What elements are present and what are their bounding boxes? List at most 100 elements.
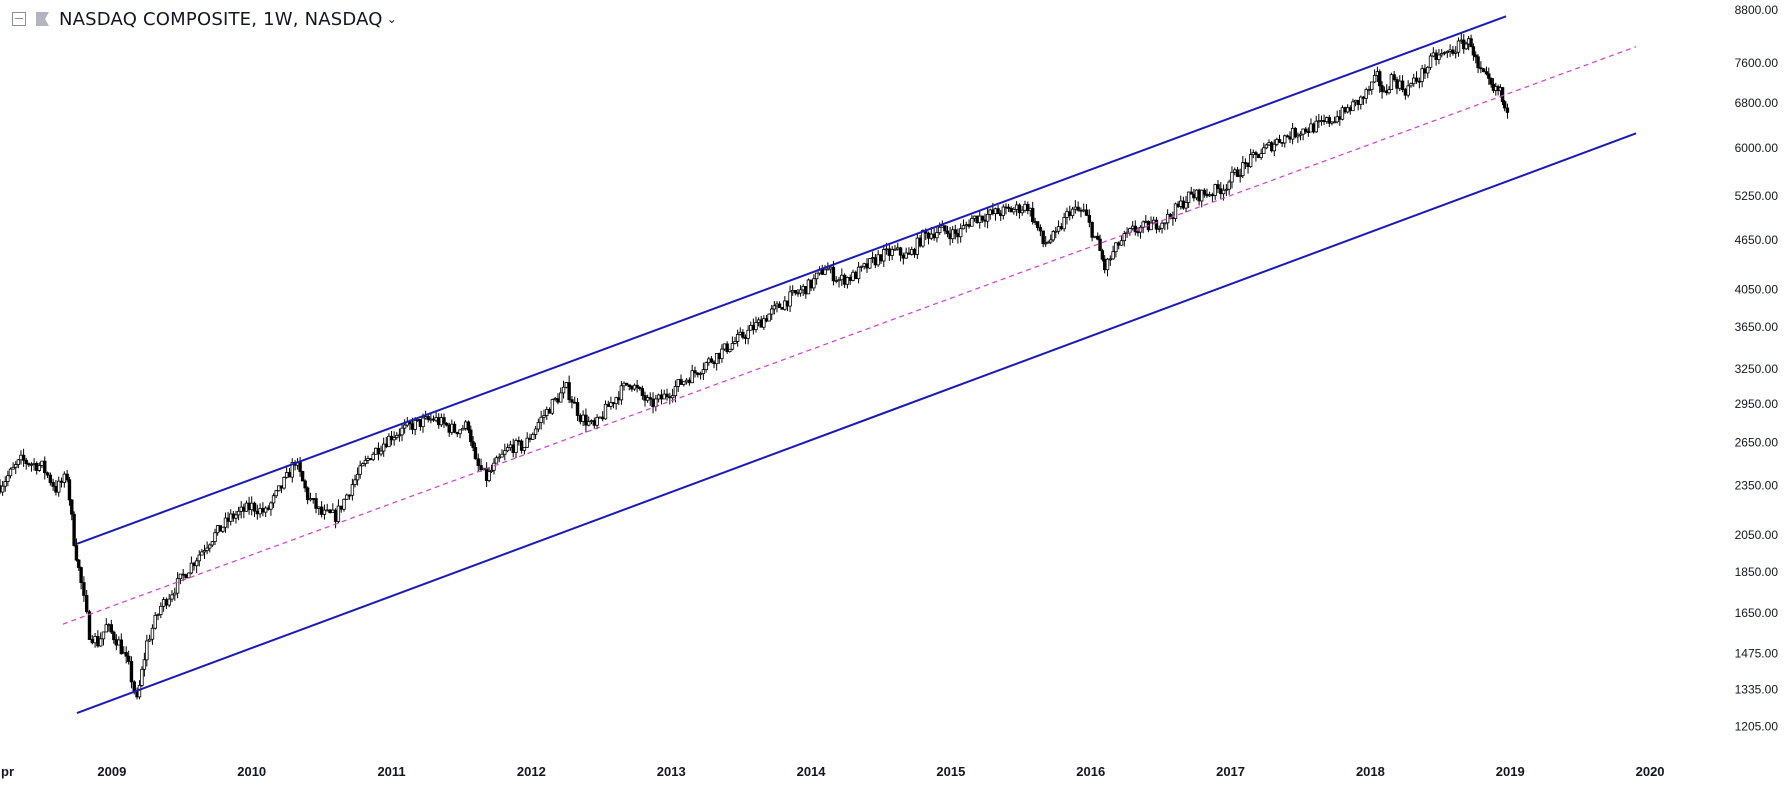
chart-header: NASDAQ COMPOSITE, 1W, NASDAQ ⌄	[12, 6, 397, 32]
candle-body	[690, 370, 694, 384]
candle-body	[11, 466, 15, 470]
candle-body	[862, 263, 866, 267]
candle-body	[269, 502, 273, 510]
candle-body	[1116, 242, 1121, 246]
candle-body	[1345, 107, 1350, 113]
candle-body	[187, 572, 191, 579]
candle-body	[975, 215, 979, 223]
candle-body	[698, 373, 703, 376]
candle-body	[561, 386, 566, 394]
candle-body	[1227, 181, 1231, 190]
candle-body	[1243, 162, 1248, 164]
candle-body	[1186, 191, 1191, 203]
candle-body	[898, 247, 903, 256]
y-axis[interactable]: 8800.00 7600.00 6800.00 6000.00 5250.00 4650.…	[1735, 3, 1779, 733]
candle-body	[374, 447, 378, 455]
candle-body	[1160, 222, 1164, 229]
channel-lower-line[interactable]	[76, 132, 1637, 715]
candle-body	[305, 487, 310, 501]
candle-body	[953, 229, 957, 234]
candle-body	[1367, 89, 1371, 92]
candle-body	[638, 387, 642, 389]
candle-body	[200, 551, 204, 556]
y-tick-label: 2950.00	[1735, 397, 1779, 411]
x-tick-label: 2017	[1216, 764, 1245, 779]
candle-body	[429, 418, 433, 421]
chevron-down-icon[interactable]: ⌄	[386, 12, 397, 26]
symbol-title[interactable]: NASDAQ COMPOSITE, 1W, NASDAQ	[59, 8, 383, 30]
candle-body	[1256, 154, 1261, 159]
candle-body	[159, 605, 163, 615]
candle-body	[627, 384, 631, 387]
candle-body	[252, 502, 257, 512]
candle-body	[704, 362, 708, 370]
candle-body	[1046, 241, 1050, 244]
x-tick-label: 2019	[1496, 764, 1525, 779]
candle-body	[328, 509, 332, 514]
candle-body	[539, 416, 543, 423]
candle-body	[645, 397, 650, 401]
candle-body	[322, 509, 327, 515]
candle-body	[1020, 209, 1024, 214]
candle-body	[1389, 74, 1394, 91]
candle-body	[1082, 209, 1086, 212]
candle-body	[1343, 107, 1347, 113]
candle-body	[277, 485, 281, 492]
candle-body	[1293, 127, 1297, 138]
candle-body	[170, 594, 174, 600]
candle-body	[1361, 96, 1366, 99]
candle-body	[218, 525, 222, 532]
candle-body	[1285, 135, 1290, 138]
candle-body	[1254, 152, 1258, 155]
candle-body	[1325, 117, 1329, 123]
candle-body	[489, 469, 494, 473]
candle-body	[508, 444, 513, 449]
candle-body	[733, 341, 737, 344]
candle-body	[567, 382, 571, 401]
candle-body	[1100, 250, 1105, 260]
candle-body	[479, 465, 483, 471]
candle-body	[654, 398, 658, 408]
candle-body	[45, 472, 50, 476]
candle-body	[1264, 144, 1269, 149]
candle-body	[274, 490, 278, 497]
candle-body	[1189, 191, 1193, 195]
candle-body	[413, 419, 417, 430]
channel-upper-line[interactable]	[76, 15, 1507, 545]
candle-body	[1335, 116, 1339, 123]
candle-body	[714, 353, 719, 365]
candle-body	[720, 348, 724, 360]
candle-body	[142, 659, 147, 670]
x-tick-label: 2018	[1356, 764, 1385, 779]
candle-body	[389, 435, 394, 441]
collapse-icon[interactable]	[12, 12, 26, 26]
candle-body	[1296, 134, 1300, 138]
candle-body	[19, 454, 23, 461]
candle-body	[70, 499, 74, 515]
candle-body	[395, 434, 399, 438]
candle-body	[242, 506, 246, 512]
candle-body	[1114, 242, 1118, 253]
candle-body	[379, 450, 383, 455]
y-tick-label: 1650.00	[1735, 606, 1779, 620]
candle-body	[581, 414, 585, 422]
candle-body	[999, 213, 1003, 216]
candle-body	[1338, 116, 1342, 120]
candle-body	[247, 502, 251, 511]
x-axis[interactable]: pr 2009 2010 2011 2012 2013 2014 2015 2016 2017 20…	[1, 764, 1665, 779]
candle-body	[1484, 71, 1489, 75]
candle-body	[1317, 120, 1321, 123]
candle-body	[492, 462, 496, 471]
candle-body	[938, 226, 942, 233]
candle-body	[896, 247, 900, 250]
flag-icon[interactable]	[36, 12, 49, 26]
candle-body	[609, 402, 613, 407]
candle-body	[1065, 211, 1069, 218]
x-tick-label: 2012	[517, 764, 546, 779]
channel-mid-line[interactable]	[62, 46, 1637, 625]
candle-body	[712, 361, 716, 365]
candle-body	[1359, 96, 1363, 105]
candle-body	[679, 379, 683, 385]
candle-body	[1403, 89, 1408, 96]
